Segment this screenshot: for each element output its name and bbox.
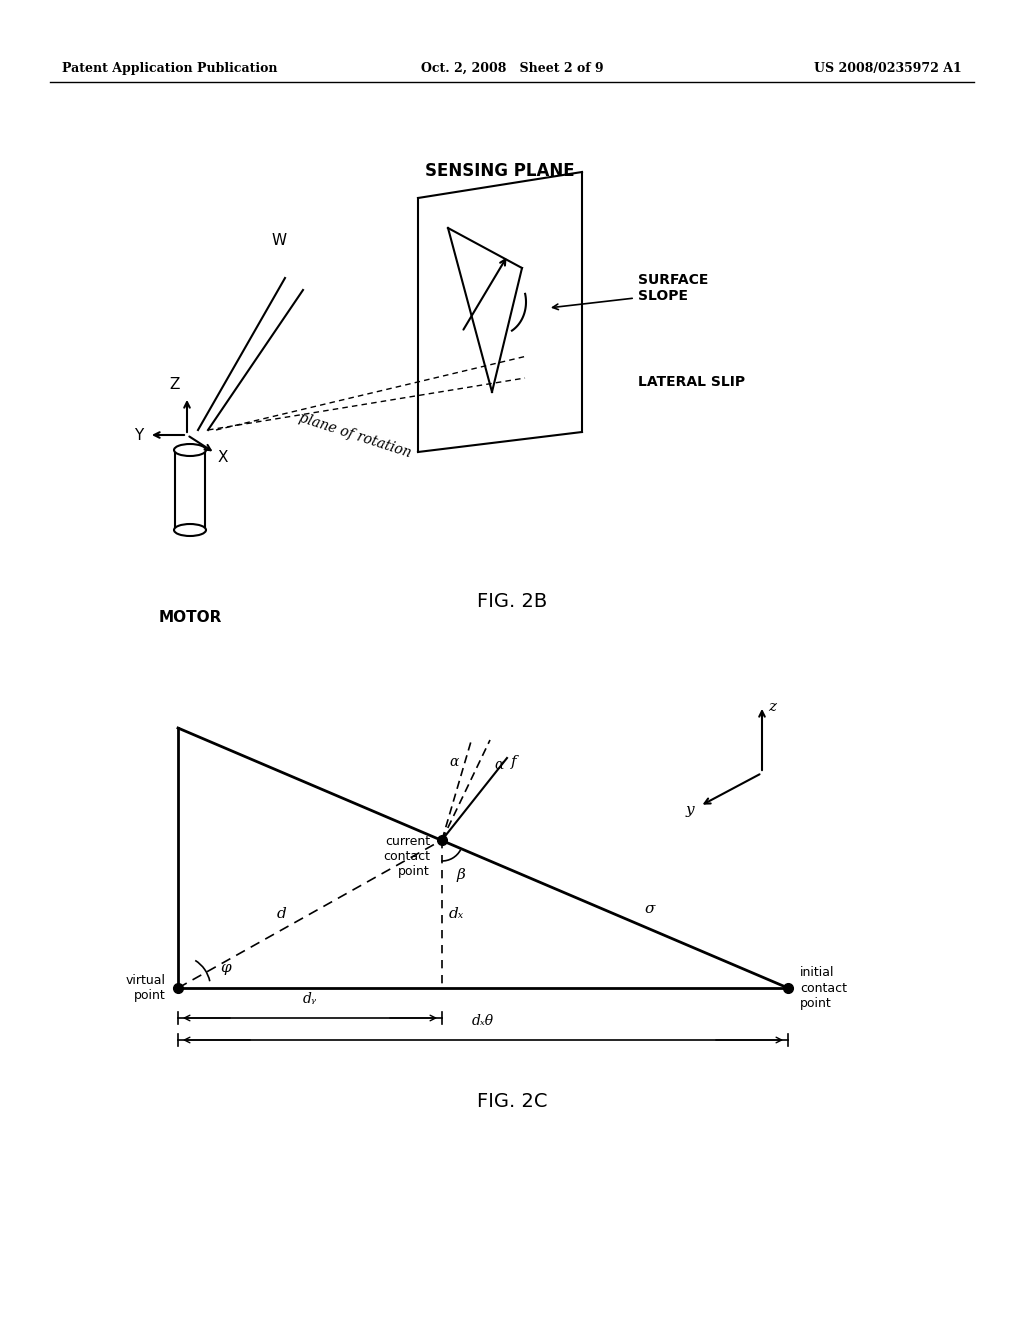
Text: SENSING PLANE: SENSING PLANE [425, 162, 574, 180]
Text: current
contact
point: current contact point [383, 836, 430, 878]
Ellipse shape [174, 524, 206, 536]
Text: φ: φ [221, 961, 231, 975]
Text: y: y [685, 803, 694, 817]
Text: US 2008/0235972 A1: US 2008/0235972 A1 [814, 62, 962, 75]
Text: LATERAL SLIP: LATERAL SLIP [638, 375, 745, 389]
Text: Y: Y [134, 428, 143, 442]
Text: X: X [218, 450, 228, 466]
Text: z: z [768, 700, 776, 714]
Text: dᵧ: dᵧ [303, 993, 317, 1006]
Text: β: β [456, 869, 465, 882]
Text: virtual
point: virtual point [126, 974, 166, 1002]
Text: Z: Z [170, 378, 180, 392]
Text: d: d [278, 907, 287, 921]
Text: SURFACE
SLOPE: SURFACE SLOPE [638, 273, 709, 304]
Ellipse shape [174, 444, 206, 455]
Text: σ: σ [645, 902, 655, 916]
Text: Oct. 2, 2008   Sheet 2 of 9: Oct. 2, 2008 Sheet 2 of 9 [421, 62, 603, 75]
Text: dₓθ: dₓθ [472, 1014, 494, 1028]
Text: f: f [511, 755, 517, 770]
FancyBboxPatch shape [175, 450, 205, 531]
Text: α: α [450, 755, 459, 770]
Text: W: W [272, 234, 287, 248]
Text: initial
contact
point: initial contact point [800, 966, 847, 1010]
Text: FIG. 2B: FIG. 2B [477, 591, 547, 611]
Text: plane of rotation: plane of rotation [297, 411, 413, 459]
Text: dₓ: dₓ [449, 907, 464, 921]
Text: MOTOR: MOTOR [159, 610, 221, 624]
Text: α: α [494, 758, 504, 772]
Text: FIG. 2C: FIG. 2C [477, 1092, 547, 1111]
Text: Patent Application Publication: Patent Application Publication [62, 62, 278, 75]
